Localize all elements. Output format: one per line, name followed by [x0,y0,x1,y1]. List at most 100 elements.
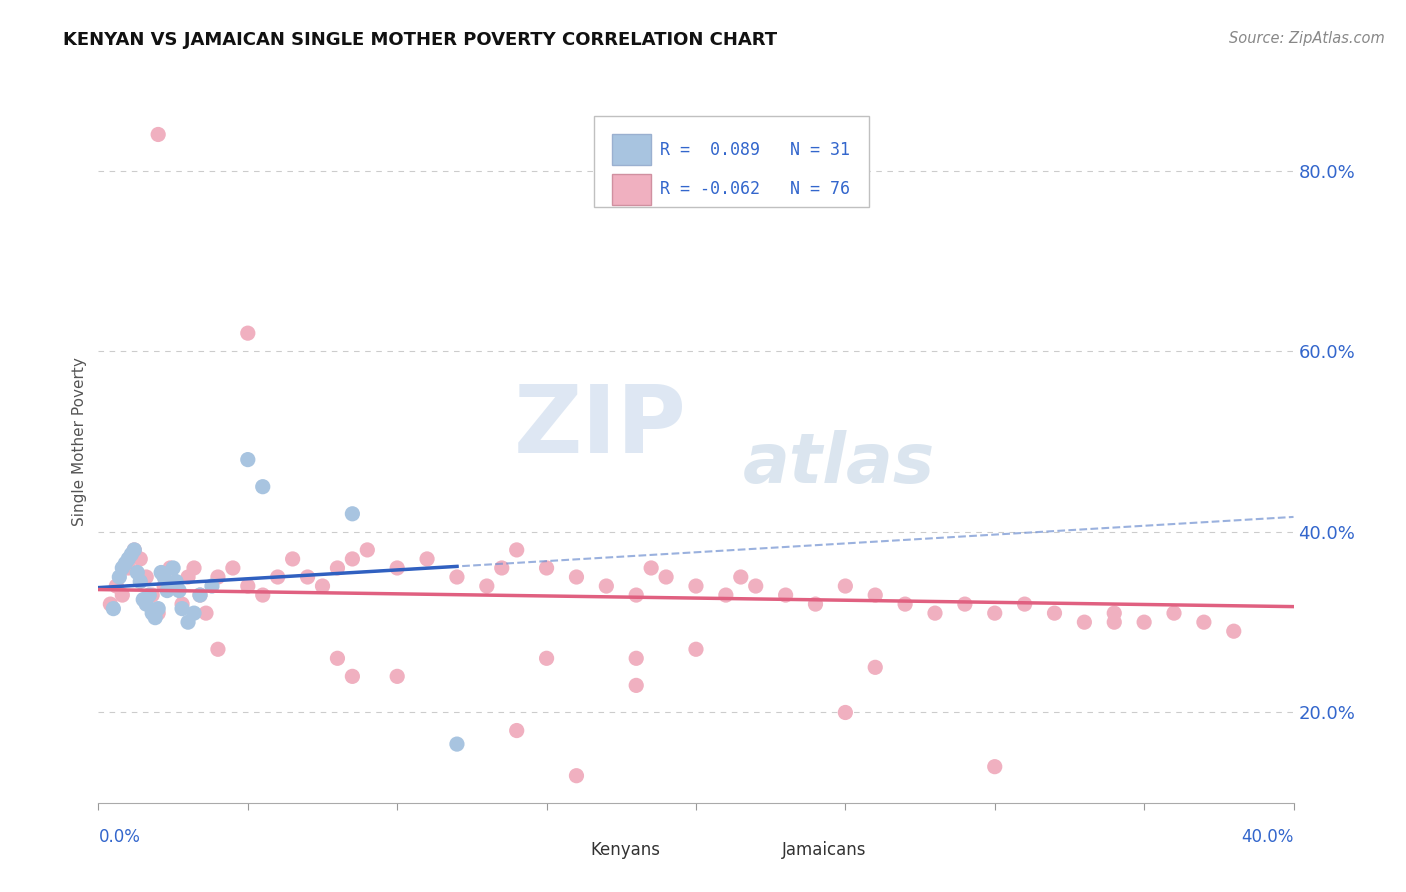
Point [150,566,173,580]
Point [924,606,946,620]
Text: 40.0%: 40.0% [1241,828,1294,847]
FancyBboxPatch shape [550,838,585,864]
Point [685,642,707,657]
Point [148,606,170,620]
Point [416,552,439,566]
Point [117,561,139,575]
Text: Kenyans: Kenyans [591,841,661,860]
Point [894,597,917,611]
Point [1073,615,1095,630]
Point [159,579,181,593]
Point [297,570,319,584]
Point [326,561,349,575]
Point [222,561,245,575]
Point [143,610,166,624]
Point [536,561,558,575]
Point [108,570,131,584]
Point [281,552,304,566]
Point [311,579,333,593]
Point [326,651,349,665]
Point [195,606,218,620]
Point [626,651,648,665]
Point [475,579,498,593]
Point [207,642,229,657]
Point [984,606,1007,620]
Point [156,583,179,598]
Point [183,606,205,620]
Point [626,588,648,602]
Point [105,579,128,593]
Text: Jamaicans: Jamaicans [782,841,866,860]
Point [565,570,588,584]
FancyBboxPatch shape [595,117,869,207]
Point [135,597,157,611]
Point [183,561,205,575]
Point [201,579,224,593]
Text: KENYAN VS JAMAICAN SINGLE MOTHER POVERTY CORRELATION CHART: KENYAN VS JAMAICAN SINGLE MOTHER POVERTY… [63,31,778,49]
Point [745,579,768,593]
Point [356,542,378,557]
FancyBboxPatch shape [613,174,651,204]
Point [165,574,187,589]
Point [1043,606,1066,620]
Point [236,452,259,467]
Point [1192,615,1215,630]
Point [446,570,468,584]
Point [834,706,856,720]
Point [165,579,187,593]
Point [132,592,155,607]
Point [188,588,211,602]
Point [188,588,211,602]
Point [536,651,558,665]
Point [834,579,856,593]
Point [252,588,274,602]
Point [775,588,797,602]
Point [114,557,136,571]
Point [153,570,176,584]
Point [446,737,468,751]
Point [129,552,152,566]
Point [565,769,588,783]
Point [865,660,887,674]
Text: ZIP: ZIP [515,381,686,473]
Point [141,588,163,602]
Point [984,760,1007,774]
Point [148,128,170,142]
Point [127,566,149,580]
Point [385,669,409,683]
Point [1223,624,1246,639]
Point [207,570,229,584]
Point [506,542,529,557]
Point [685,579,707,593]
Point [953,597,976,611]
Point [111,561,134,575]
Point [153,579,176,593]
Point [1163,606,1185,620]
Point [177,570,200,584]
Point [124,542,146,557]
Text: 0.0%: 0.0% [98,828,141,847]
Point [730,570,752,584]
Point [135,570,157,584]
Point [267,570,290,584]
Point [111,588,134,602]
Point [120,548,142,562]
Point [491,561,513,575]
FancyBboxPatch shape [613,135,651,165]
Point [342,507,364,521]
FancyBboxPatch shape [741,838,776,864]
Point [1133,615,1156,630]
Point [385,561,409,575]
Text: R = -0.062   N = 76: R = -0.062 N = 76 [661,180,851,198]
Point [1104,606,1126,620]
Point [103,601,125,615]
Point [1104,615,1126,630]
Point [98,597,122,611]
Text: Source: ZipAtlas.com: Source: ZipAtlas.com [1229,31,1385,46]
Y-axis label: Single Mother Poverty: Single Mother Poverty [72,357,87,526]
Point [655,570,678,584]
Text: R =  0.089   N = 31: R = 0.089 N = 31 [661,141,851,159]
Point [172,601,194,615]
Point [162,561,184,575]
Point [342,552,364,566]
